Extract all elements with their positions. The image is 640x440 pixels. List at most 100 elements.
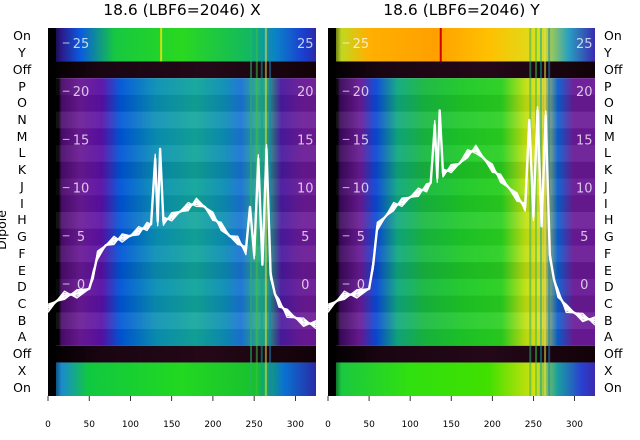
dipole-row-label: L	[604, 145, 611, 161]
heatmap-row-cell	[328, 245, 595, 263]
dipole-row-label: Off	[604, 346, 623, 362]
heatmap-row-cell	[48, 295, 316, 313]
heatmap-row-cell	[48, 245, 316, 263]
x-tick-label: 50	[363, 420, 375, 430]
dipole-row-label: E	[18, 262, 26, 278]
overlay-ytick-label: 20	[73, 85, 90, 100]
heatmap-band-top	[48, 28, 316, 62]
x-tick-label: 250	[246, 420, 263, 430]
heatmap-row-cell	[48, 312, 316, 330]
heatmap-row-cell	[328, 78, 595, 95]
heatmap-row-cell	[328, 228, 595, 246]
overlay-ytick-label-right: 15	[297, 133, 314, 148]
overlay-ytick-label: 10	[73, 182, 90, 197]
heatmap-streak	[264, 28, 267, 396]
dipole-row-label: A	[17, 329, 27, 345]
dipole-row-label: H	[604, 212, 614, 228]
heatmap-streak	[529, 28, 532, 396]
heatmap-row-cell	[48, 329, 316, 346]
dipole-row-label: On	[13, 28, 31, 44]
heatmap-streak	[160, 28, 163, 62]
heatmap-streak	[439, 28, 442, 62]
x-tick-label: 100	[122, 420, 139, 430]
dipole-row-label: H	[17, 212, 27, 228]
overlay-line-series	[328, 105, 595, 323]
dipole-row-label: B	[17, 312, 27, 328]
dipole-row-label: D	[17, 279, 27, 295]
heatmap-row-cell	[48, 278, 316, 296]
overlay-ytick-label-right: 0	[580, 278, 588, 293]
x-tick-label: 200	[204, 420, 221, 430]
overlay-ytick-label-right: 0	[301, 278, 309, 293]
heatmap-row-cell	[48, 78, 316, 95]
dipole-row-label: J	[20, 178, 24, 194]
dipole-row-label: E	[604, 262, 612, 278]
x-tick-label: 300	[287, 420, 304, 430]
panel-title-y: 18.6 (LBF6=2046) Y	[383, 1, 540, 19]
dipole-row-label: C	[17, 296, 27, 311]
dipole-row-label: On	[13, 379, 31, 395]
x-tick-label: 0	[45, 420, 51, 430]
dipole-row-label: D	[604, 279, 614, 295]
x-tick-label: 150	[443, 420, 460, 430]
x-tick-label: 200	[484, 420, 501, 430]
overlay-ytick-label: 10	[353, 182, 370, 197]
heatmap-row-cell	[328, 329, 595, 346]
heatmap-row-cell	[48, 178, 316, 196]
heatmap-panel-x: 0 0 5 5 10 10 15 15 20 20 25 25	[48, 28, 316, 396]
dipole-row-label: On	[604, 28, 622, 44]
overlay-ytick-label: 20	[353, 85, 370, 100]
axis-ticks: 0 50 100 150 200 250 300 0 50 100 150 200 250 300	[45, 396, 583, 430]
dipole-row-label: A	[604, 329, 613, 345]
heatmap-band-off	[328, 345, 595, 363]
panel-title-x: 18.6 (LBF6=2046) X	[103, 1, 261, 19]
overlay-ytick-label: 5	[77, 230, 85, 245]
dipole-row-label: K	[17, 162, 27, 178]
dipole-row-label: O	[17, 95, 27, 111]
heatmap-edge	[328, 28, 336, 396]
overlay-ytick-label-right: 25	[576, 37, 593, 52]
heatmap-streak	[544, 28, 547, 396]
dipole-row-label: N	[17, 112, 27, 127]
dipole-row-label: On	[604, 379, 622, 395]
heatmap-band-top	[328, 28, 595, 62]
dipole-row-label: M	[16, 128, 28, 144]
heatmap-row-cell	[328, 178, 595, 196]
heatmap-row-cell	[328, 161, 595, 179]
overlay-ytick-label: 15	[353, 133, 370, 148]
heatmap-row-cell	[328, 212, 595, 229]
dipole-row-label: Off	[604, 61, 623, 77]
overlay-ytick-label-right: 10	[576, 182, 593, 197]
dipole-row-label: X	[604, 362, 613, 378]
overlay-ytick-label: 25	[73, 37, 90, 52]
x-tick-label: 50	[84, 420, 96, 430]
overlay-ytick-label: 25	[353, 37, 370, 52]
heatmap-row-cell	[48, 262, 316, 279]
overlay-ytick-label-right: 20	[297, 85, 314, 100]
heatmap-band-off	[48, 61, 316, 79]
dipole-row-label: B	[604, 312, 613, 328]
dipole-row-label: J	[604, 178, 608, 194]
dipole-row-label: P	[18, 78, 26, 94]
heatmap-panel-y: 0 0 5 5 10 10 15 15 20 20 25 25	[328, 28, 595, 396]
x-tick-label: 100	[402, 420, 419, 430]
heatmap-band-off	[48, 345, 316, 363]
heatmap-row-cell	[328, 195, 595, 212]
heatmap-band-bottom	[328, 362, 595, 396]
heatmap-band-bottom	[48, 362, 316, 396]
dipole-row-label: G	[604, 229, 614, 245]
dipole-row-label: X	[17, 362, 27, 378]
heatmap-row-cell	[328, 295, 595, 313]
dipole-row-label: C	[604, 296, 613, 311]
heatmap-streak	[535, 28, 538, 396]
overlay-ytick-label: 0	[357, 278, 365, 293]
x-tick-label: 300	[566, 420, 583, 430]
heatmap-row-cell	[48, 161, 316, 179]
overlay-ytick-label-right: 10	[297, 182, 314, 197]
dipole-row-label: O	[604, 95, 614, 111]
heatmap-streak	[260, 28, 263, 396]
overlay-ytick-label: 5	[357, 230, 365, 245]
heatmap-band-off	[328, 61, 595, 79]
dipole-row-label: G	[17, 229, 27, 245]
